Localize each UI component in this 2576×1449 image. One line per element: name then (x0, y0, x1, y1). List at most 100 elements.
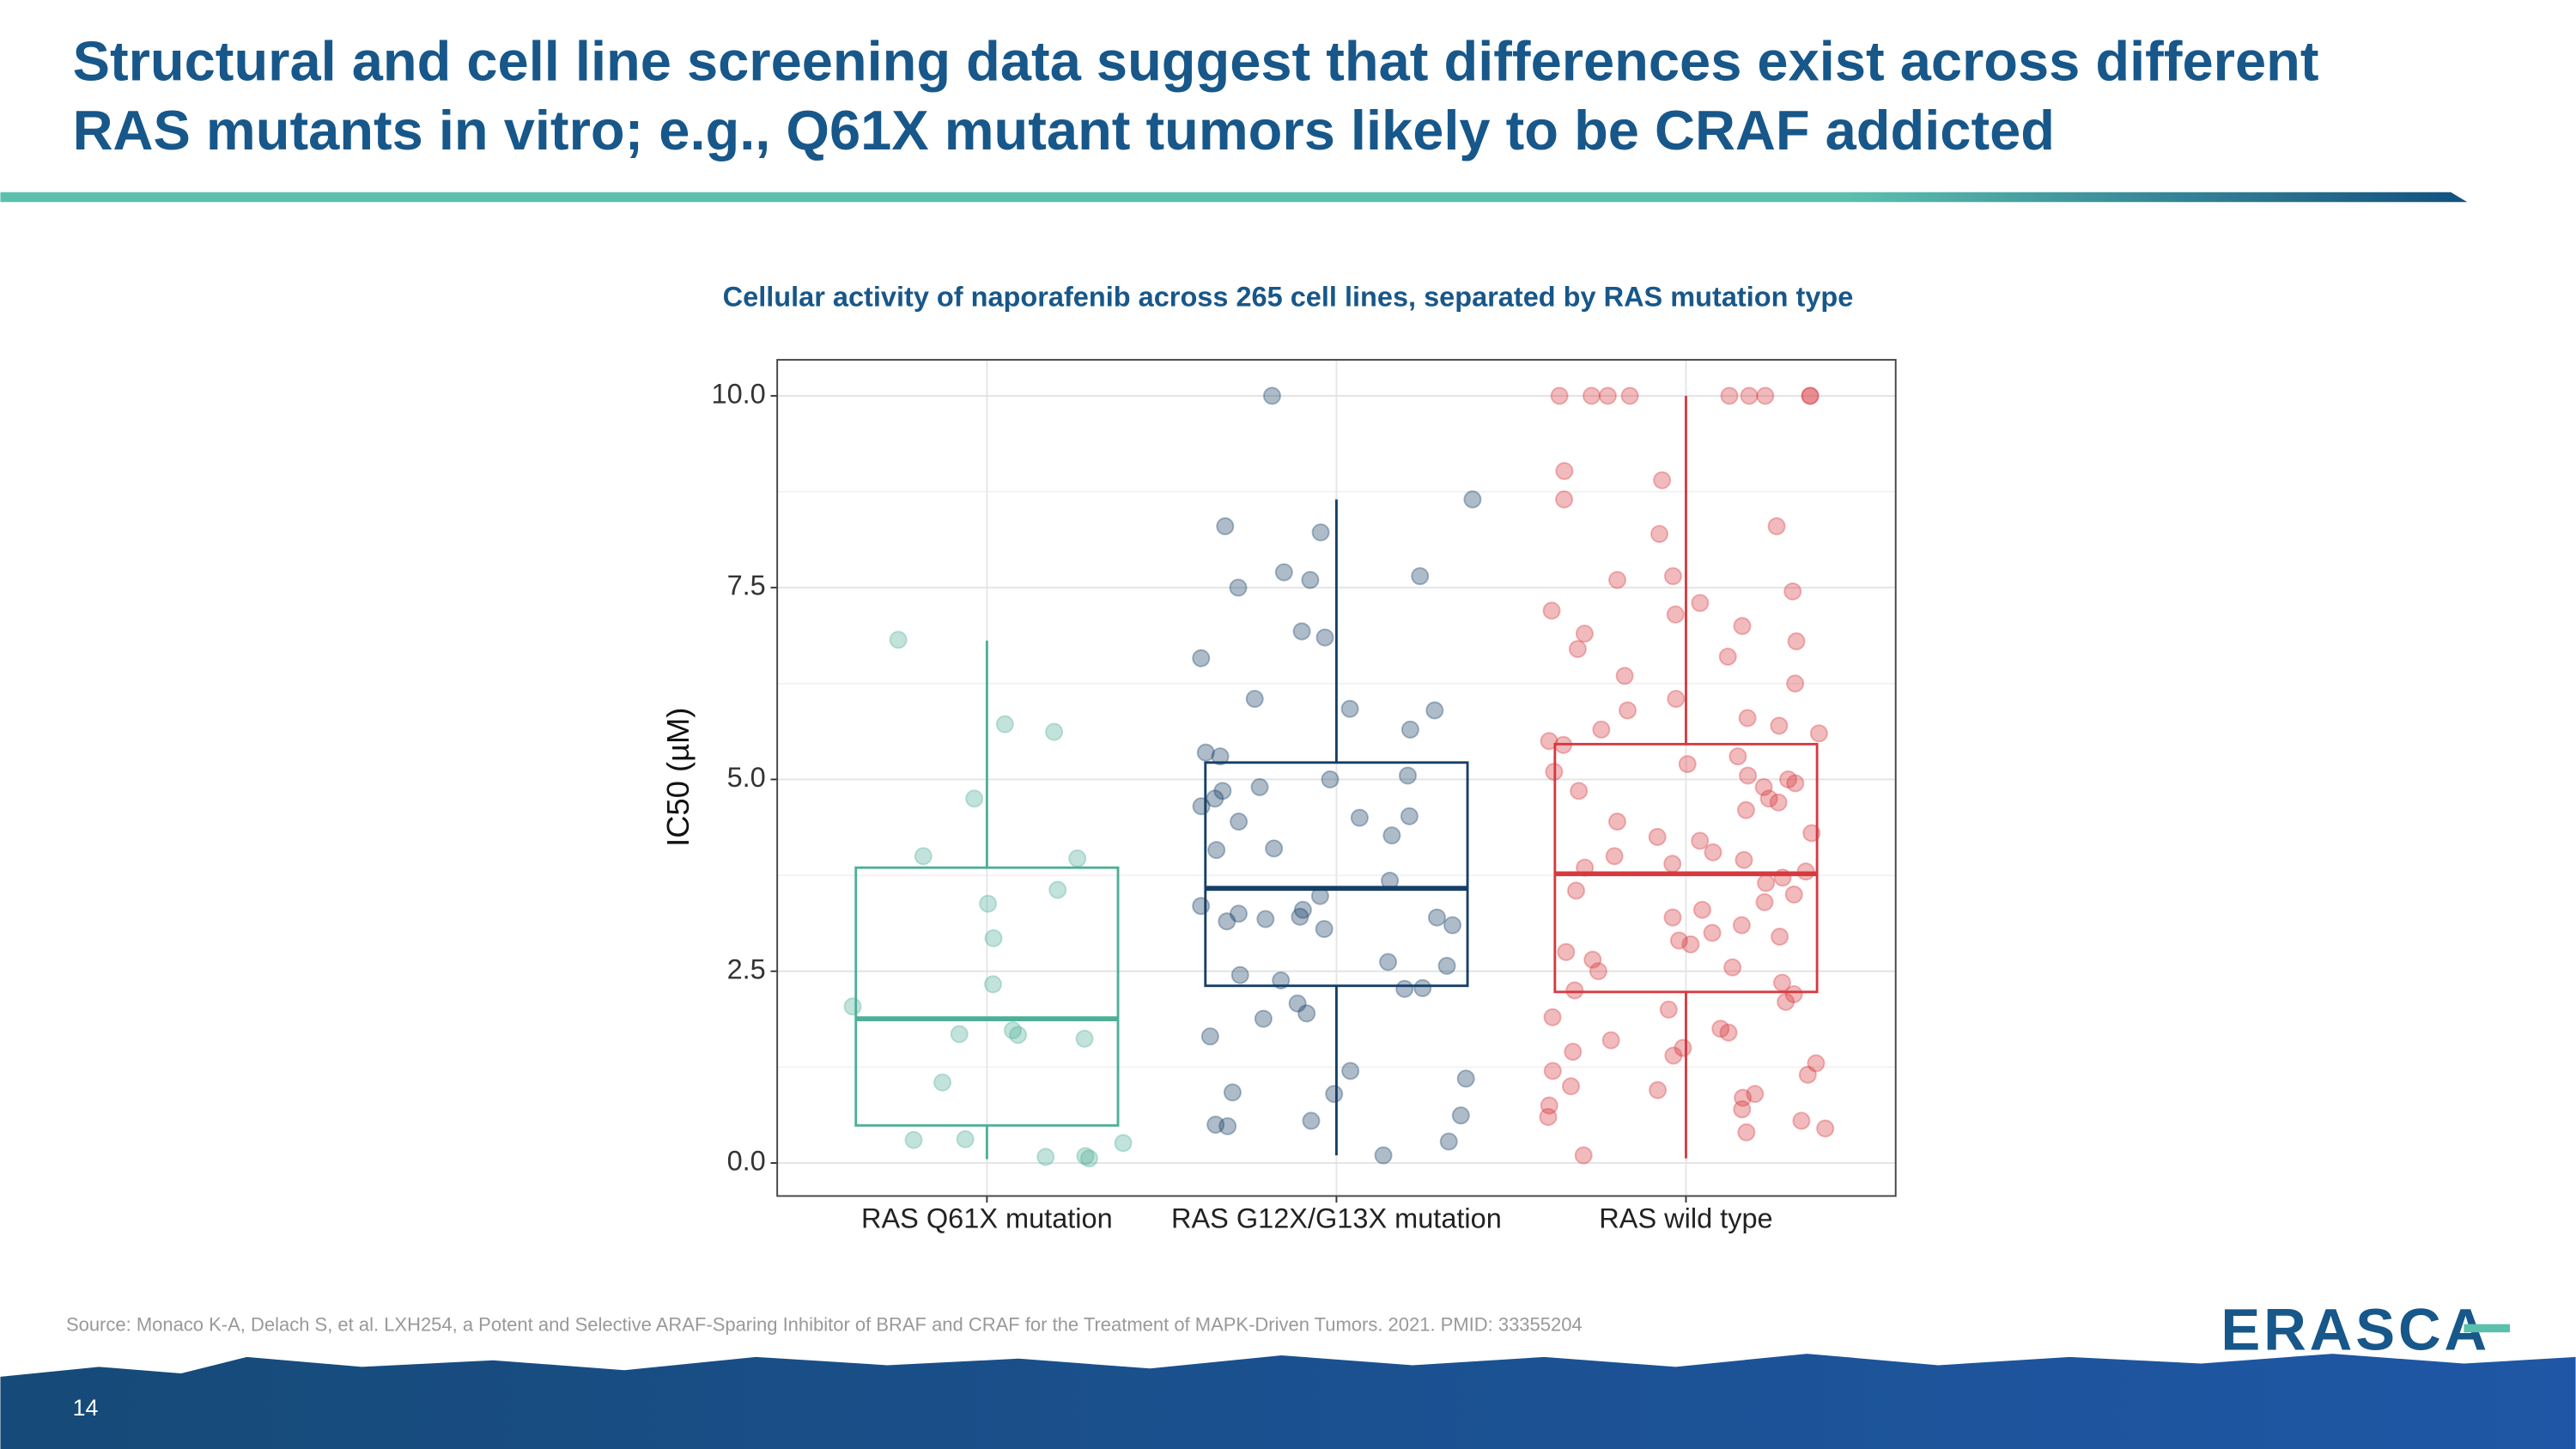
point (1196, 743, 1215, 762)
point (1807, 1054, 1826, 1073)
point (1456, 1069, 1475, 1088)
point (1564, 1043, 1583, 1062)
point (1598, 387, 1617, 405)
point (979, 894, 998, 913)
point (1291, 907, 1309, 926)
point (1543, 1062, 1562, 1081)
point (889, 630, 908, 649)
point (1230, 813, 1249, 831)
point (1777, 992, 1795, 1011)
point (1574, 1146, 1593, 1165)
point (1739, 766, 1758, 785)
point (1733, 1099, 1752, 1119)
point (1678, 755, 1697, 774)
point (1555, 461, 1574, 480)
point (1340, 699, 1359, 718)
point (1207, 841, 1226, 860)
point (1262, 387, 1281, 405)
point (1798, 1065, 1817, 1084)
point (1620, 387, 1639, 405)
y-tick-label: 0.0 (727, 1146, 766, 1177)
point (1395, 979, 1414, 998)
point (1663, 855, 1682, 874)
point (1229, 578, 1248, 597)
point (1325, 1085, 1344, 1104)
point (1557, 942, 1576, 961)
point (1786, 774, 1805, 793)
point (1711, 1020, 1730, 1038)
point (1674, 1038, 1692, 1057)
point (1618, 701, 1637, 720)
point (1192, 897, 1211, 916)
point (1663, 567, 1682, 586)
footer-band (0, 1354, 2576, 1449)
point (1607, 813, 1626, 831)
point (984, 928, 1003, 947)
point (914, 847, 933, 866)
point (1737, 1123, 1756, 1142)
point (1003, 1020, 1022, 1040)
point (1667, 690, 1686, 709)
point (1206, 789, 1224, 808)
point (1114, 1134, 1133, 1153)
point (1540, 1096, 1558, 1115)
point (1659, 1000, 1678, 1019)
point (1382, 826, 1401, 845)
point (1256, 910, 1275, 928)
box (854, 866, 1120, 1127)
point (1719, 1023, 1738, 1042)
plot: 0.0 2.5 5.0 7.5 10.0 RAS Q61X mutation RAS G12… (711, 358, 1897, 1234)
point (1663, 908, 1682, 927)
y-tick-label: 2.5 (727, 953, 766, 984)
point (1568, 640, 1587, 659)
point (1816, 1119, 1835, 1138)
point (1293, 900, 1312, 919)
point (1213, 782, 1232, 801)
page-number: 14 (73, 1395, 99, 1421)
point (1784, 985, 1803, 1004)
point (1648, 827, 1667, 846)
point (1565, 981, 1584, 1000)
point (1755, 892, 1774, 911)
point (1570, 782, 1589, 801)
point (1746, 1085, 1765, 1104)
point (1608, 570, 1627, 589)
y-tick-label: 10.0 (711, 378, 765, 409)
point (1756, 387, 1775, 405)
point (1437, 956, 1456, 976)
point (1802, 824, 1821, 843)
point (1075, 1029, 1094, 1048)
point (1274, 563, 1293, 581)
point (1589, 962, 1607, 981)
point (1704, 843, 1722, 861)
point (1211, 747, 1230, 766)
point (1735, 850, 1753, 869)
point (1223, 1083, 1242, 1102)
point (1555, 490, 1574, 508)
point (1650, 525, 1669, 544)
point (1292, 622, 1311, 641)
x-tick-label: RAS wild type (1599, 1203, 1772, 1234)
point (1192, 797, 1211, 816)
point (1315, 920, 1334, 939)
point (1801, 387, 1820, 405)
point (965, 789, 984, 808)
slide-title: RAS mutants in vitro; e.g., Q61X mutant … (73, 99, 2055, 161)
point (1542, 601, 1561, 620)
point (1076, 1147, 1095, 1166)
point (1400, 720, 1419, 739)
point (1297, 1004, 1316, 1023)
point (1230, 965, 1249, 984)
point (1272, 971, 1291, 989)
point (1733, 617, 1752, 636)
point (1009, 1026, 1028, 1044)
point (1809, 724, 1828, 743)
point (1734, 1088, 1753, 1107)
point (904, 1130, 923, 1149)
logo-dash (2464, 1324, 2511, 1333)
point (1583, 387, 1601, 405)
point (1801, 387, 1820, 405)
x-tick-label: RAS G12X/G13X mutation (1171, 1203, 1502, 1234)
point (1036, 1148, 1055, 1166)
point (1048, 880, 1067, 899)
